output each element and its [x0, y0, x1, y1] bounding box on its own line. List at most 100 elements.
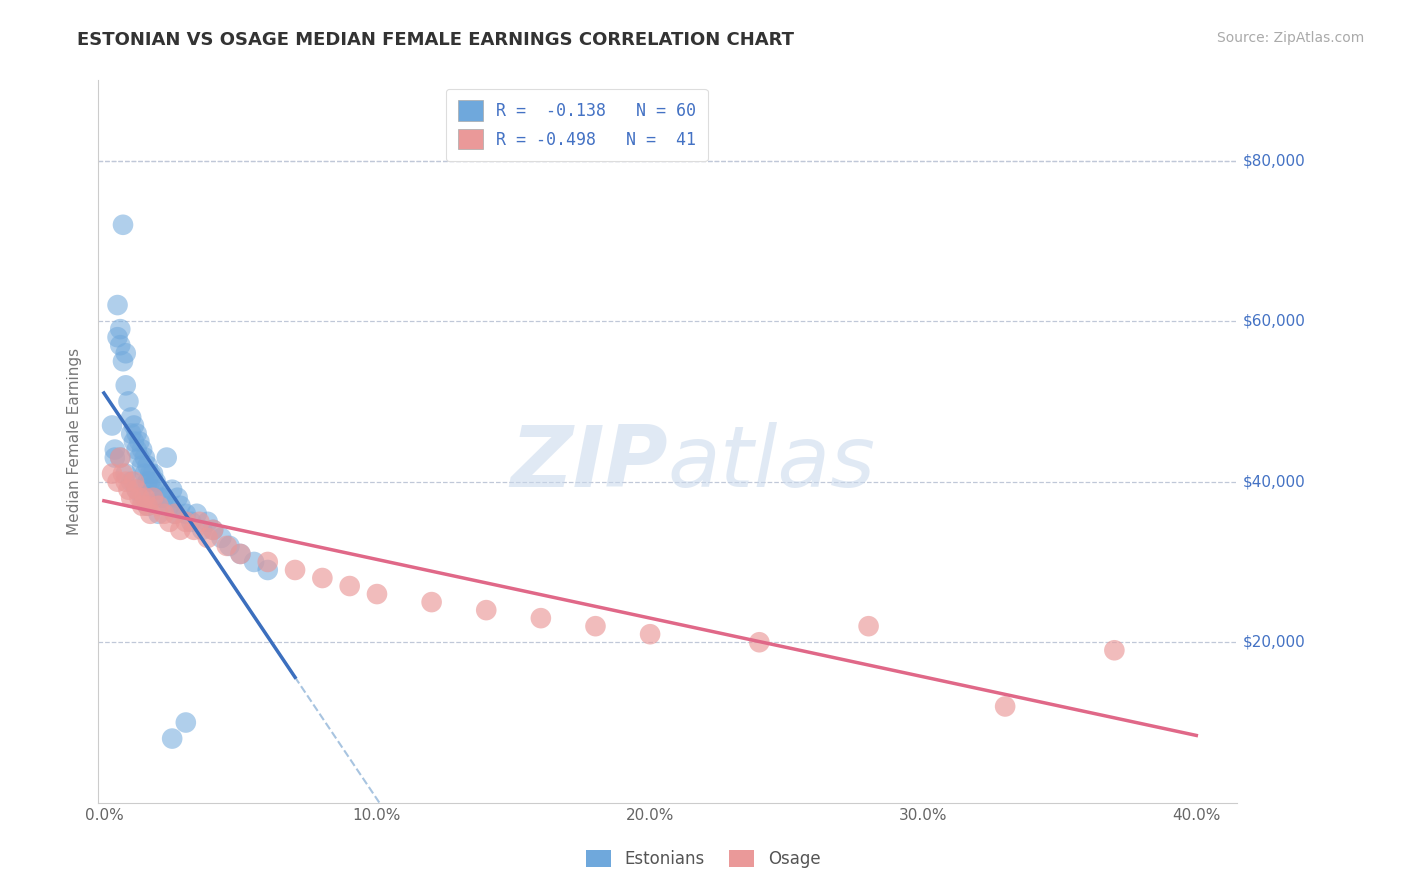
Point [139, 507, 162, 521]
Point [117, 394, 139, 409]
Point [174, 715, 197, 730]
Point [174, 507, 197, 521]
Point [120, 491, 142, 505]
Point [159, 515, 181, 529]
Point [209, 531, 232, 545]
Point [243, 555, 266, 569]
Point [475, 603, 498, 617]
Point [117, 483, 139, 497]
Point [153, 507, 176, 521]
Text: $20,000: $20,000 [1243, 635, 1306, 649]
Point [339, 579, 361, 593]
Point [134, 467, 156, 481]
Point [202, 523, 225, 537]
Point [156, 450, 179, 465]
Text: ZIP: ZIP [510, 422, 668, 505]
Point [420, 595, 443, 609]
Text: $40,000: $40,000 [1243, 475, 1306, 489]
Point [114, 467, 136, 481]
Point [142, 467, 165, 481]
Point [136, 499, 159, 513]
Point [160, 483, 183, 497]
Point [120, 426, 142, 441]
Point [134, 450, 156, 465]
Point [215, 539, 238, 553]
Point [148, 483, 170, 497]
Point [218, 539, 240, 553]
Point [169, 499, 191, 513]
Point [114, 378, 136, 392]
Point [110, 322, 132, 336]
Text: Source: ZipAtlas.com: Source: ZipAtlas.com [1216, 31, 1364, 45]
Point [191, 523, 214, 537]
Point [122, 434, 145, 449]
Point [858, 619, 880, 633]
Point [188, 515, 211, 529]
Point [110, 450, 132, 465]
Y-axis label: Median Female Earnings: Median Female Earnings [67, 348, 83, 535]
Point [169, 523, 191, 537]
Point [101, 467, 124, 481]
Point [101, 418, 124, 433]
Legend: Estonians, Osage: Estonians, Osage [579, 843, 827, 875]
Point [202, 523, 225, 537]
Point [128, 434, 150, 449]
Point [160, 731, 183, 746]
Text: atlas: atlas [668, 422, 876, 505]
Point [148, 499, 170, 513]
Point [180, 515, 202, 529]
Point [104, 450, 127, 465]
Point [1104, 643, 1126, 657]
Point [125, 426, 148, 441]
Point [125, 483, 148, 497]
Point [139, 475, 162, 489]
Point [256, 555, 278, 569]
Point [197, 531, 219, 545]
Text: $60,000: $60,000 [1243, 314, 1306, 328]
Point [142, 491, 165, 505]
Point [148, 507, 170, 521]
Point [159, 499, 181, 513]
Point [994, 699, 1017, 714]
Text: $80,000: $80,000 [1243, 153, 1306, 168]
Point [166, 491, 188, 505]
Point [229, 547, 252, 561]
Point [110, 450, 132, 465]
Point [131, 491, 153, 505]
Point [585, 619, 607, 633]
Text: ESTONIAN VS OSAGE MEDIAN FEMALE EARNINGS CORRELATION CHART: ESTONIAN VS OSAGE MEDIAN FEMALE EARNINGS… [77, 31, 794, 49]
Point [145, 475, 167, 489]
Point [107, 475, 129, 489]
Point [311, 571, 333, 585]
Legend: R =  -0.138   N = 60, R = -0.498   N =  41: R = -0.138 N = 60, R = -0.498 N = 41 [446, 88, 707, 161]
Point [122, 475, 145, 489]
Point [107, 330, 129, 344]
Point [120, 475, 142, 489]
Point [748, 635, 770, 649]
Point [366, 587, 388, 601]
Point [183, 523, 205, 537]
Point [174, 515, 197, 529]
Point [142, 483, 165, 497]
Point [120, 410, 142, 425]
Point [284, 563, 307, 577]
Point [125, 442, 148, 457]
Point [186, 507, 208, 521]
Point [530, 611, 553, 625]
Point [134, 491, 156, 505]
Point [114, 475, 136, 489]
Point [153, 491, 176, 505]
Point [111, 467, 134, 481]
Point [197, 515, 219, 529]
Point [104, 442, 127, 457]
Point [125, 483, 148, 497]
Point [128, 491, 150, 505]
Point [111, 354, 134, 368]
Point [229, 547, 252, 561]
Point [136, 458, 159, 473]
Point [111, 218, 134, 232]
Point [150, 491, 173, 505]
Point [107, 298, 129, 312]
Point [163, 507, 186, 521]
Point [114, 346, 136, 360]
